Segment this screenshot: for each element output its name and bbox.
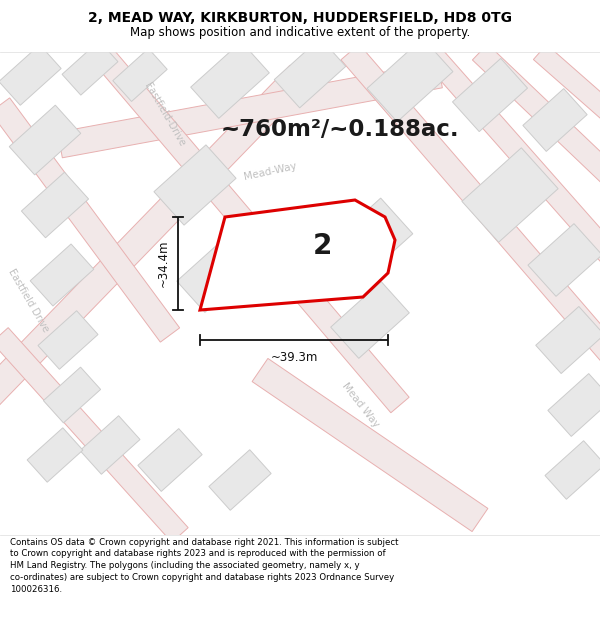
Polygon shape: [0, 98, 179, 342]
Polygon shape: [462, 148, 558, 242]
Polygon shape: [27, 428, 83, 483]
Polygon shape: [58, 62, 442, 158]
Polygon shape: [331, 282, 409, 358]
Text: 2: 2: [313, 232, 332, 259]
Polygon shape: [545, 441, 600, 499]
Polygon shape: [452, 58, 527, 132]
Polygon shape: [472, 44, 600, 203]
Polygon shape: [533, 44, 600, 182]
Polygon shape: [22, 173, 89, 238]
Polygon shape: [422, 45, 600, 342]
Text: Eastfield Drive: Eastfield Drive: [6, 267, 50, 333]
Polygon shape: [9, 105, 81, 175]
Text: Map shows position and indicative extent of the property.: Map shows position and indicative extent…: [130, 26, 470, 39]
Polygon shape: [0, 65, 310, 415]
Polygon shape: [113, 49, 167, 101]
Polygon shape: [327, 198, 413, 282]
Text: ~760m²/~0.188ac.: ~760m²/~0.188ac.: [221, 119, 460, 141]
Polygon shape: [62, 41, 118, 95]
Polygon shape: [367, 38, 453, 122]
Text: 2, MEAD WAY, KIRKBURTON, HUDDERSFIELD, HD8 0TG: 2, MEAD WAY, KIRKBURTON, HUDDERSFIELD, H…: [88, 11, 512, 26]
Polygon shape: [200, 200, 395, 310]
Polygon shape: [252, 358, 488, 532]
Polygon shape: [91, 44, 409, 413]
Polygon shape: [0, 328, 188, 542]
Text: Mead-Way: Mead-Way: [242, 161, 298, 182]
Polygon shape: [341, 44, 600, 373]
Polygon shape: [177, 238, 253, 312]
Polygon shape: [218, 215, 372, 303]
Polygon shape: [274, 38, 346, 108]
Polygon shape: [536, 306, 600, 374]
Text: Mead Way: Mead Way: [340, 381, 380, 429]
Text: ~39.3m: ~39.3m: [271, 351, 317, 364]
Text: ~34.4m: ~34.4m: [157, 240, 170, 288]
Polygon shape: [548, 374, 600, 436]
Polygon shape: [138, 429, 202, 491]
Text: Contains OS data © Crown copyright and database right 2021. This information is : Contains OS data © Crown copyright and d…: [10, 538, 398, 594]
Polygon shape: [528, 224, 600, 296]
Polygon shape: [154, 145, 236, 225]
Polygon shape: [191, 42, 269, 118]
Polygon shape: [80, 416, 140, 474]
Polygon shape: [30, 244, 94, 306]
Polygon shape: [38, 311, 98, 369]
Text: Eastfield-Drive: Eastfield-Drive: [143, 81, 187, 149]
Polygon shape: [0, 45, 61, 105]
Polygon shape: [523, 89, 587, 151]
Polygon shape: [209, 450, 271, 510]
Polygon shape: [43, 367, 101, 423]
